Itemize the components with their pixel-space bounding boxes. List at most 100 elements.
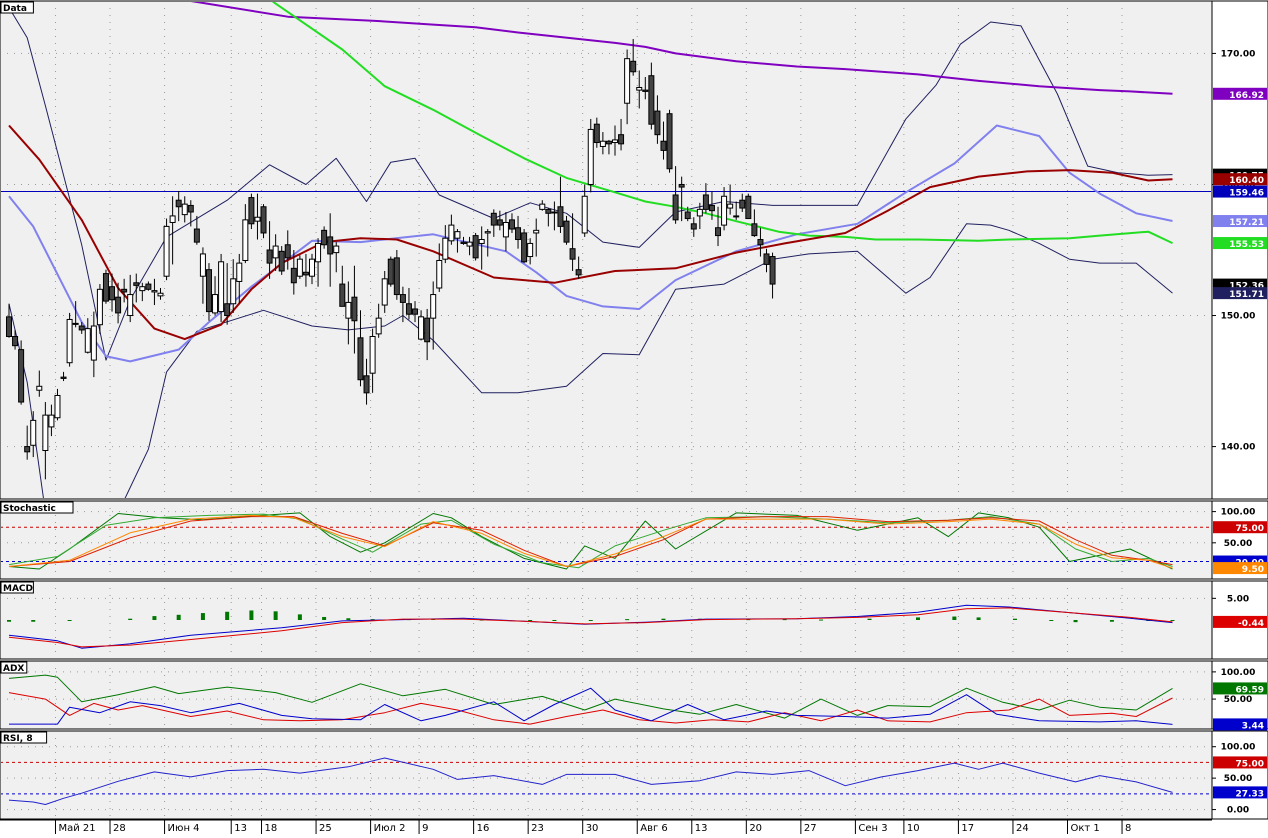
candle-body	[539, 203, 546, 210]
price-label: -0.44	[1213, 615, 1267, 629]
candle	[266, 221, 273, 279]
candle	[284, 230, 291, 270]
candle-body	[272, 245, 279, 259]
candle	[145, 281, 152, 291]
candle	[212, 276, 219, 316]
candle-body	[163, 225, 170, 277]
panel-title: RSI, 8	[3, 734, 33, 744]
candle	[84, 318, 91, 354]
x-tick-label: Сен 3	[858, 823, 887, 834]
candle	[412, 301, 419, 323]
panel-title-box	[0, 581, 34, 594]
candle	[218, 253, 225, 323]
candle	[54, 388, 61, 421]
price-label-text: 166.92	[1229, 91, 1264, 101]
candle	[369, 328, 376, 393]
candle-body	[442, 237, 449, 260]
candle	[181, 196, 188, 223]
candle-body	[630, 60, 637, 73]
candle-body	[757, 239, 764, 246]
candle-body	[72, 322, 79, 325]
price-label-box	[1213, 521, 1267, 534]
x-tick-label: 18	[265, 823, 278, 834]
candle	[442, 225, 449, 264]
candle-body	[309, 258, 315, 277]
candle	[739, 193, 746, 212]
candle-body	[496, 219, 503, 226]
price-label-box	[1213, 87, 1267, 100]
candle	[708, 191, 715, 220]
bollinger-upper-line	[8, 7, 1173, 361]
macd-histogram-bar	[588, 620, 593, 621]
x-tick-label: 13	[695, 823, 708, 834]
candle-body	[381, 278, 388, 306]
macd-histogram-bar	[152, 616, 157, 620]
candle-body	[345, 301, 352, 319]
candle-body	[739, 199, 746, 209]
candle	[290, 250, 297, 295]
candle-body	[157, 292, 164, 297]
panel-title-box	[0, 661, 28, 674]
candle	[702, 183, 709, 214]
candle-body	[490, 212, 497, 226]
candle-body	[399, 294, 406, 303]
candle	[260, 204, 267, 239]
price-label: 155.53	[1213, 237, 1267, 250]
candle-body	[484, 231, 491, 234]
x-axis: Май 21 28 Июн 4 13 18 25 Июл 2 9 16 23 30 Авг 6 13 20…	[0, 819, 1212, 834]
candle-body	[6, 316, 12, 337]
bollinger-middle-line	[8, 124, 1173, 363]
candle	[605, 139, 612, 155]
candle-body	[260, 206, 267, 234]
candle-body	[36, 385, 43, 391]
panel-plot	[1, 732, 1211, 818]
series-line-1	[8, 513, 1173, 569]
price-label-box	[1213, 237, 1267, 250]
candle-body	[151, 290, 158, 293]
candle	[30, 411, 37, 458]
candle-body	[290, 267, 297, 284]
candle-body	[96, 288, 103, 326]
candle-body	[90, 325, 97, 361]
candle	[448, 214, 455, 245]
candle-body	[648, 75, 655, 125]
candle-body	[466, 241, 473, 247]
candle	[624, 49, 631, 125]
x-tick-label: 30	[586, 823, 599, 834]
candle-body	[193, 228, 200, 243]
price-label: 159.46	[1213, 185, 1267, 199]
candle-body	[78, 325, 85, 331]
candle-body	[708, 204, 715, 212]
candle	[236, 253, 243, 304]
x-tick-label: 16	[477, 823, 490, 834]
macd-histogram-bar	[819, 619, 824, 621]
candle	[60, 371, 67, 382]
x-tick-label: 23	[531, 823, 544, 834]
candle-body	[115, 296, 122, 314]
macd-histogram-bar	[322, 616, 327, 620]
candle	[733, 201, 740, 220]
candle-body	[199, 253, 206, 277]
candle	[642, 77, 649, 100]
candle	[254, 193, 261, 240]
candle	[593, 117, 600, 148]
y-tick-label: 50.00	[1224, 695, 1252, 705]
candle-body	[763, 253, 770, 265]
panel-title: Stochastic	[3, 504, 56, 514]
candle	[466, 236, 473, 256]
panel-plot-area	[0, 0, 1213, 500]
candle-body	[745, 195, 752, 220]
candle	[757, 227, 764, 257]
candle-body	[236, 262, 243, 282]
panel-price-axis	[1211, 0, 1268, 500]
candle-body	[569, 248, 576, 260]
candle-body	[24, 446, 31, 453]
candle	[460, 236, 467, 245]
candle-body	[66, 318, 73, 364]
price-label-text: 75.00	[1236, 524, 1264, 534]
price-label-text: 3.44	[1242, 721, 1264, 731]
candle	[436, 243, 443, 292]
price-label-text: 155.53	[1229, 240, 1264, 250]
price-label-text: 27.33	[1236, 789, 1264, 799]
